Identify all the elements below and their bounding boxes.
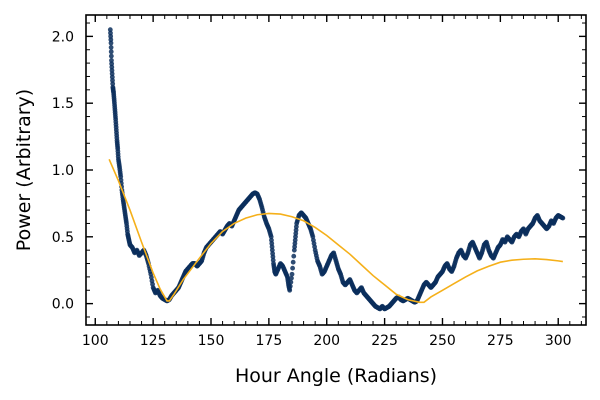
y-axis-ticks: 0.0 0.5 1.0 1.5 2.0 (52, 22, 586, 318)
plot-frame (85, 14, 587, 326)
data-point (116, 162, 122, 168)
data-point (122, 211, 128, 216)
data-point (292, 237, 298, 243)
data-point (121, 203, 127, 208)
data-point (289, 271, 295, 277)
data-point (115, 144, 120, 150)
data-point (108, 49, 114, 55)
data-point (114, 135, 120, 141)
data-point (108, 45, 114, 50)
data-point (559, 215, 565, 221)
data-point (123, 219, 129, 224)
data-point (110, 81, 116, 87)
y-tick-label: 0.5 (52, 230, 74, 246)
data-point (113, 124, 119, 130)
data-point (287, 283, 293, 289)
y-tick-label: 2.0 (52, 29, 74, 45)
data-point (290, 259, 296, 265)
data-point (113, 114, 118, 120)
x-axis-ticks: 100 125 150 175 200 225 250 275 300 (82, 15, 582, 349)
y-axis-label: Power (Arbitrary) (13, 89, 35, 251)
data-point (288, 279, 294, 285)
x-tick-label: 200 (313, 333, 340, 349)
x-tick-label: 175 (256, 333, 283, 349)
data-point (118, 171, 123, 177)
data-point (258, 203, 264, 208)
x-tick-label: 275 (487, 333, 514, 349)
data-point (269, 244, 275, 250)
y-tick-label: 1.0 (52, 163, 74, 179)
data-point (289, 275, 294, 281)
data-point (112, 105, 118, 110)
data-point (268, 232, 274, 238)
data-point (108, 37, 114, 43)
x-tick-label: 300 (545, 333, 572, 349)
x-axis-label: Hour Angle (Radians) (235, 365, 437, 387)
data-point (291, 253, 297, 259)
data-point (124, 229, 130, 234)
data-points (107, 27, 566, 312)
x-tick-label: 250 (429, 333, 456, 349)
x-tick-label: 125 (140, 333, 167, 349)
y-tick-label: 0.0 (52, 297, 74, 313)
x-tick-label: 225 (371, 333, 398, 349)
data-point (109, 68, 115, 73)
data-point (270, 257, 276, 263)
data-point (108, 53, 114, 59)
data-point (314, 255, 320, 261)
data-point (115, 154, 121, 160)
data-point (150, 281, 155, 287)
data-point (111, 96, 117, 101)
fit-line (108, 158, 563, 304)
data-point (309, 232, 315, 238)
x-tick-label: 150 (198, 333, 225, 349)
data-point (333, 256, 338, 262)
y-tick-label: 1.5 (52, 96, 74, 112)
x-tick-label: 100 (82, 333, 109, 349)
data-point (293, 224, 299, 230)
data-point (290, 265, 295, 271)
data-point (312, 244, 317, 250)
